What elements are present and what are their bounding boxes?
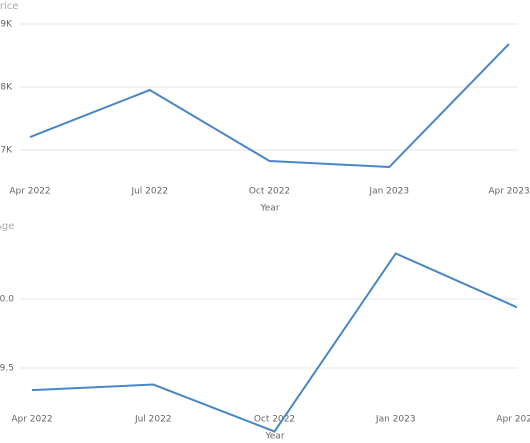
x-tick-label: Apr 2022 <box>11 415 52 425</box>
y-axis-title: Age <box>0 221 14 232</box>
y-tick-label: 39.5 <box>0 364 14 374</box>
x-tick-label: Oct 2022 <box>254 415 295 425</box>
line <box>31 252 518 433</box>
y-tick-label: 7K <box>0 146 13 156</box>
x-tick-label: Apr 2023 <box>496 415 530 425</box>
y-axis-title: Price <box>0 1 18 12</box>
x-tick-label: Jan 2023 <box>375 415 416 425</box>
x-tick-label: Jul 2022 <box>134 415 172 425</box>
y-tick-label: 40.0 <box>0 295 14 305</box>
x-tick-label: Jul 2022 <box>130 187 168 197</box>
x-tick-label: Jan 2023 <box>368 187 409 197</box>
y-tick-label: 9K <box>0 20 13 30</box>
x-tick-label: Apr 2023 <box>488 187 529 197</box>
x-axis-title: Year <box>264 432 284 442</box>
y-tick-label: 8K <box>0 83 13 93</box>
x-axis-title: Year <box>259 204 279 214</box>
x-tick-label: Apr 2022 <box>9 187 50 197</box>
line <box>29 43 510 169</box>
x-tick-label: Oct 2022 <box>249 187 290 197</box>
